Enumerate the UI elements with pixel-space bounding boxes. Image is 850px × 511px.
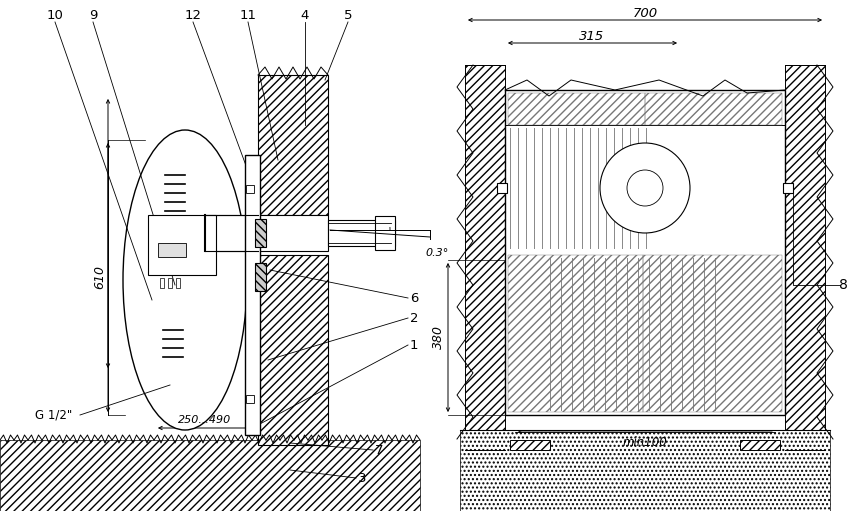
Text: 610: 610 (94, 265, 106, 289)
Text: min100: min100 (622, 435, 667, 449)
Circle shape (600, 143, 690, 233)
Bar (158, 243, 186, 257)
Text: 1: 1 (410, 338, 418, 352)
Polygon shape (785, 65, 825, 450)
Bar (505, 90, 785, 415)
Bar (205, 215, 260, 251)
Text: 6: 6 (410, 291, 418, 305)
Text: 700: 700 (632, 7, 658, 19)
Polygon shape (255, 219, 266, 247)
Bar (168, 278, 172, 288)
Bar (783, 183, 793, 193)
Text: 5: 5 (343, 9, 352, 21)
Circle shape (627, 170, 663, 206)
Bar (160, 278, 164, 288)
Text: 250...490: 250...490 (178, 415, 231, 425)
Bar (176, 278, 180, 288)
Bar (245, 155, 260, 435)
Polygon shape (460, 430, 830, 511)
Text: 4: 4 (301, 9, 309, 21)
Bar (148, 215, 216, 275)
Bar (375, 216, 395, 250)
Text: 9: 9 (88, 9, 97, 21)
Bar (246, 185, 254, 193)
Text: 3: 3 (358, 472, 366, 484)
Polygon shape (465, 65, 505, 450)
Text: 380: 380 (432, 325, 445, 349)
Text: 12: 12 (184, 9, 201, 21)
Polygon shape (510, 440, 550, 450)
Bar (497, 183, 507, 193)
Polygon shape (740, 440, 780, 450)
Text: 10: 10 (47, 9, 64, 21)
Text: 315: 315 (580, 30, 604, 42)
Text: 2: 2 (410, 312, 418, 324)
Text: 8: 8 (839, 278, 847, 292)
Bar (328, 220, 395, 246)
Bar (246, 395, 254, 403)
Text: G 1/2": G 1/2" (35, 408, 72, 422)
Polygon shape (258, 75, 328, 215)
Polygon shape (258, 255, 328, 445)
Text: 7: 7 (375, 444, 383, 456)
Text: 0.3°: 0.3° (425, 248, 449, 258)
Polygon shape (0, 440, 420, 511)
Polygon shape (255, 263, 266, 291)
Ellipse shape (123, 130, 247, 430)
Bar (258, 215, 328, 251)
Text: 11: 11 (240, 9, 257, 21)
